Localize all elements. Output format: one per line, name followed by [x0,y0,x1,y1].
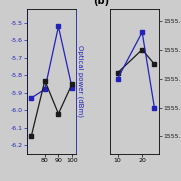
Text: (b): (b) [93,0,109,6]
Y-axis label: Optical power (dBm): Optical power (dBm) [77,45,83,117]
